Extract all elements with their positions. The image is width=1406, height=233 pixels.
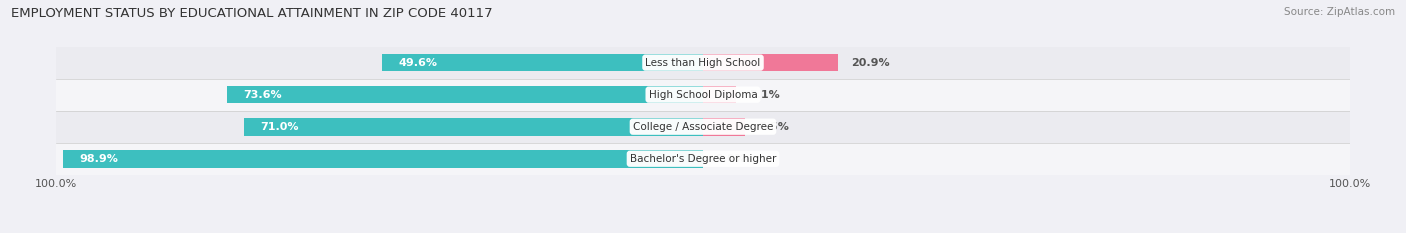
Text: 73.6%: 73.6% [243,90,281,100]
Text: High School Diploma: High School Diploma [648,90,758,100]
Bar [56,111,1350,143]
Text: 0.0%: 0.0% [716,154,747,164]
Text: 71.0%: 71.0% [260,122,298,132]
Text: 98.9%: 98.9% [80,154,118,164]
Text: Less than High School: Less than High School [645,58,761,68]
Text: 5.1%: 5.1% [749,90,780,100]
Bar [243,118,703,136]
Text: Bachelor's Degree or higher: Bachelor's Degree or higher [630,154,776,164]
Text: 6.5%: 6.5% [758,122,789,132]
Text: College / Associate Degree: College / Associate Degree [633,122,773,132]
Bar [56,143,1350,175]
Bar [703,118,745,136]
Text: Source: ZipAtlas.com: Source: ZipAtlas.com [1284,7,1395,17]
Bar [382,54,703,72]
Bar [226,86,703,103]
Text: EMPLOYMENT STATUS BY EDUCATIONAL ATTAINMENT IN ZIP CODE 40117: EMPLOYMENT STATUS BY EDUCATIONAL ATTAINM… [11,7,494,20]
Bar [63,150,703,168]
Bar [56,79,1350,111]
Bar [703,86,735,103]
Text: 49.6%: 49.6% [398,58,437,68]
Text: 20.9%: 20.9% [851,58,890,68]
Bar [703,54,838,72]
Bar [56,47,1350,79]
